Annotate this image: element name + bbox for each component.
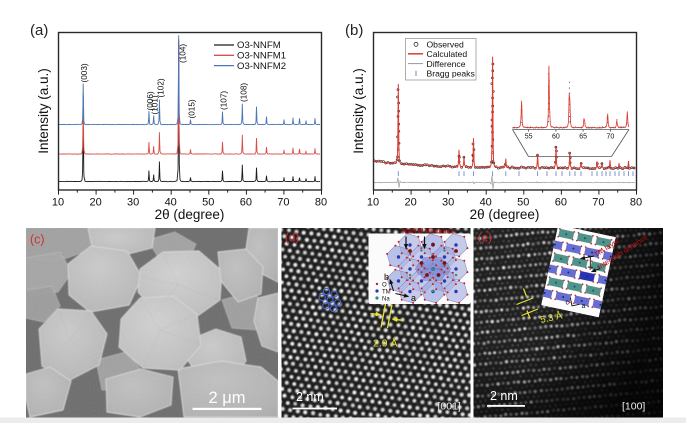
svg-text:70: 70 (277, 197, 289, 209)
svg-text:Bragg peaks: Bragg peaks (427, 69, 475, 79)
svg-text:O3-NNFM2: O3-NNFM2 (237, 61, 286, 72)
svg-text:30: 30 (442, 197, 454, 209)
svg-text:2 μm: 2 μm (208, 389, 245, 407)
svg-text:50: 50 (517, 197, 529, 209)
svg-text:Difference: Difference (427, 59, 466, 69)
svg-text:Na: Na (382, 296, 390, 302)
svg-text:80: 80 (315, 197, 327, 209)
svg-text:Observed: Observed (427, 39, 464, 49)
svg-text:55: 55 (525, 134, 533, 141)
svg-text:2.9 Å: 2.9 Å (373, 337, 398, 350)
svg-text:Intensity (a.u.): Intensity (a.u.) (36, 68, 51, 154)
svg-text:a: a (582, 303, 586, 310)
svg-text:2θ (degree): 2θ (degree) (155, 207, 225, 222)
svg-text:(b): (b) (345, 22, 363, 39)
svg-text:80: 80 (630, 197, 642, 209)
svg-text:(101): (101) (151, 95, 160, 114)
svg-text:Na/TM distance: Na/TM distance (402, 227, 455, 236)
svg-text:10: 10 (52, 197, 64, 209)
svg-text:(e): (e) (478, 233, 492, 245)
svg-text:(102): (102) (156, 78, 165, 97)
svg-text:(107): (107) (220, 91, 229, 110)
svg-text:2 nm: 2 nm (296, 390, 324, 404)
svg-text:(104): (104) (179, 44, 188, 63)
svg-text:(c): (c) (30, 233, 45, 247)
svg-text:20: 20 (89, 197, 101, 209)
svg-text:[100]: [100] (622, 401, 645, 413)
svg-text:(003): (003) (80, 63, 89, 82)
svg-text:TM: TM (382, 289, 391, 295)
svg-text:2 nm: 2 nm (490, 389, 518, 403)
svg-text:[001]: [001] (438, 401, 461, 413)
svg-text:5.3 Å: 5.3 Å (539, 310, 564, 326)
svg-text:60: 60 (552, 134, 560, 141)
svg-text:60: 60 (240, 197, 252, 209)
svg-text:(d): (d) (285, 233, 299, 245)
svg-text:30: 30 (127, 197, 139, 209)
svg-text:10: 10 (367, 197, 379, 209)
svg-text:40: 40 (480, 197, 492, 209)
svg-text:Calculated: Calculated (427, 49, 468, 59)
svg-text:70: 70 (607, 134, 615, 141)
svg-text:a: a (411, 293, 416, 303)
svg-text:50: 50 (202, 197, 214, 209)
svg-text:O3-NNFM1: O3-NNFM1 (237, 51, 286, 62)
svg-text:2θ (degree): 2θ (degree) (470, 207, 540, 222)
svg-text:O: O (382, 282, 387, 288)
svg-text:b: b (384, 272, 389, 282)
svg-text:40: 40 (165, 197, 177, 209)
svg-text:O3-NNFM: O3-NNFM (237, 40, 281, 51)
svg-text:(108): (108) (239, 83, 248, 102)
svg-text:60: 60 (555, 197, 567, 209)
svg-text:(015): (015) (188, 99, 197, 118)
svg-text:65: 65 (579, 134, 587, 141)
svg-text:(a): (a) (30, 22, 48, 39)
svg-text:70: 70 (592, 197, 604, 209)
svg-text:Intensity (a.u.): Intensity (a.u.) (351, 68, 366, 154)
svg-text:20: 20 (404, 197, 416, 209)
svg-text:(006): (006) (146, 91, 155, 110)
svg-text:c: c (566, 300, 570, 307)
